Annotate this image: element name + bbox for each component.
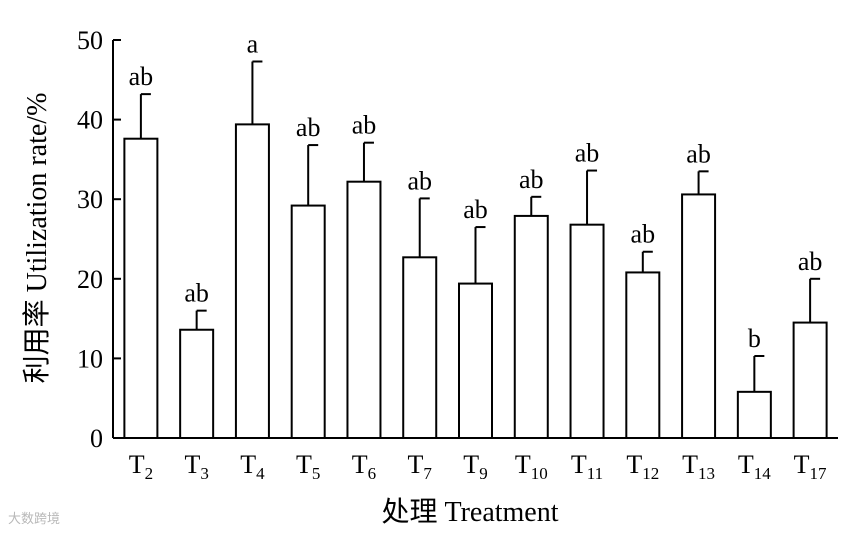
y-tick-label: 10: [77, 344, 103, 373]
x-tick-label: T12: [626, 450, 659, 483]
x-tick-label-subscript: 17: [810, 464, 828, 483]
bar: [569, 223, 605, 439]
x-tick-label-base: T: [794, 450, 810, 479]
bar: [681, 193, 717, 439]
x-tick-label-base: T: [682, 450, 698, 479]
x-tick-label: T14: [738, 450, 771, 483]
significance-label: ab: [184, 279, 209, 308]
x-tick-label: T7: [408, 450, 433, 483]
x-tick-label: T13: [682, 450, 715, 483]
x-tick-label-base: T: [352, 450, 368, 479]
significance-labels-layer: ab ab a ab ab ab ab ab ab ab ab b ab: [129, 29, 823, 353]
significance-label: a: [247, 29, 259, 58]
y-tick-label: 0: [90, 424, 103, 453]
x-tick-label: T11: [571, 450, 603, 483]
bar: [792, 321, 828, 439]
x-tick-label: T6: [352, 450, 376, 483]
x-tick-labels-layer: T2 T3 T4 T5 T6 T7 T9 T10 T11 T12 T13 T14 T17: [129, 450, 827, 483]
significance-label: ab: [631, 220, 656, 249]
significance-label: ab: [352, 111, 377, 140]
x-tick-label: T5: [296, 450, 320, 483]
x-tick-label-base: T: [129, 450, 145, 479]
x-tick-label: T17: [794, 450, 827, 483]
bar: [290, 204, 326, 439]
x-tick-label: T9: [463, 450, 487, 483]
significance-label: ab: [519, 165, 544, 194]
bar: [234, 123, 270, 439]
significance-label: ab: [463, 195, 488, 224]
x-tick-label-base: T: [240, 450, 256, 479]
y-tick-label: 40: [77, 106, 103, 135]
bar: [458, 282, 493, 439]
significance-label: ab: [129, 62, 154, 91]
watermark-text: 大数跨境: [8, 512, 60, 527]
x-tick-label-base: T: [463, 450, 479, 479]
significance-label: b: [748, 324, 761, 353]
x-tick-label-subscript: 2: [145, 464, 154, 483]
x-tick-label-base: T: [626, 450, 642, 479]
x-tick-label: T3: [184, 450, 208, 483]
x-tick-label-base: T: [296, 450, 312, 479]
bar: [346, 180, 382, 440]
x-tick-label-subscript: 6: [368, 464, 377, 483]
significance-label: ab: [575, 139, 600, 168]
bar: [123, 137, 159, 439]
significance-label: ab: [407, 166, 432, 195]
significance-label: ab: [798, 247, 823, 276]
y-axis-title: 利用率 Utilization rate/%: [21, 93, 53, 384]
x-tick-label-subscript: 9: [479, 464, 488, 483]
x-tick-label-subscript: 3: [200, 464, 209, 483]
x-tick-label-base: T: [184, 450, 200, 479]
significance-label: ab: [686, 139, 711, 168]
x-tick-label: T4: [240, 450, 265, 483]
x-tick-label-base: T: [408, 450, 424, 479]
x-tick-label-subscript: 11: [587, 464, 603, 483]
bar: [513, 214, 549, 439]
x-tick-label-subscript: 12: [642, 464, 659, 483]
x-tick-label-base: T: [515, 450, 531, 479]
bar: [625, 271, 661, 439]
x-tick-label-subscript: 5: [312, 464, 321, 483]
significance-label: ab: [296, 113, 321, 142]
x-tick-label-base: T: [571, 450, 587, 479]
y-tick-label: 30: [77, 185, 103, 214]
x-tick-label-subscript: 13: [698, 464, 715, 483]
x-tick-label-subscript: 10: [531, 464, 548, 483]
axes-layer: 0 10 20 30 40 50: [77, 26, 838, 453]
y-tick-label: 20: [77, 265, 103, 294]
y-tick-label: 50: [77, 26, 103, 55]
x-tick-label: T2: [129, 450, 153, 483]
x-tick-label-subscript: 7: [423, 464, 432, 483]
x-axis-title: 处理 Treatment: [381, 496, 558, 528]
x-tick-label-subscript: 14: [754, 464, 772, 483]
bar: [402, 256, 438, 440]
x-tick-label-subscript: 4: [256, 464, 265, 483]
bar: [179, 328, 215, 439]
x-tick-label-base: T: [738, 450, 754, 479]
error-bars-layer: [139, 60, 821, 392]
x-tick-label: T10: [515, 450, 548, 483]
bar: [736, 390, 772, 439]
